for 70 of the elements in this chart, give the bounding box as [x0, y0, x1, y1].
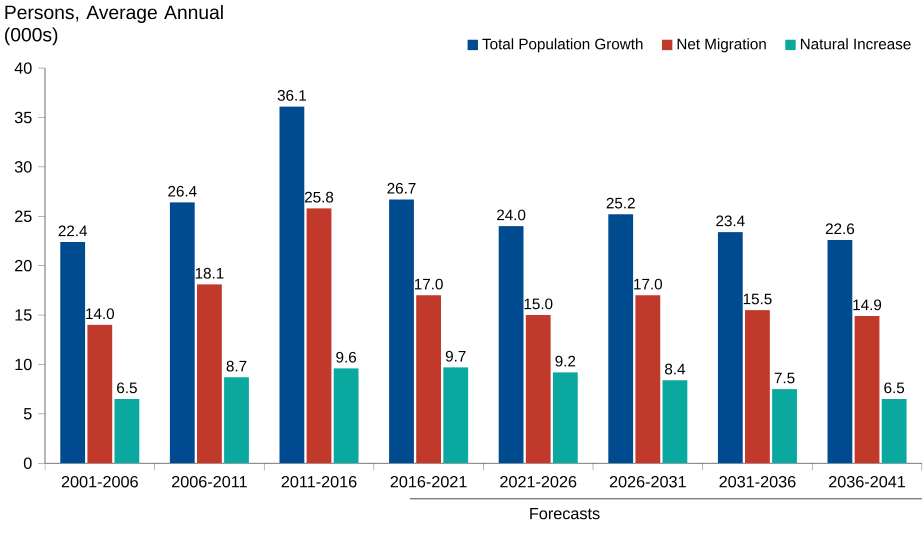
x-tick-label: 2021-2026 — [500, 476, 576, 488]
bar — [87, 324, 112, 464]
x-tick-label: 2031-2036 — [719, 476, 796, 488]
bar — [662, 380, 688, 464]
bar — [498, 226, 524, 464]
x-tick-label: 2036-2041 — [829, 476, 906, 488]
data-label: 25.2 — [606, 198, 635, 208]
data-label: 25.8 — [304, 192, 334, 203]
data-label: 9.7 — [446, 350, 466, 362]
bar — [772, 389, 797, 464]
text: Forecasts — [530, 508, 600, 520]
data-label: 9.2 — [555, 356, 576, 367]
data-label: 17.0 — [634, 278, 662, 290]
bar — [334, 368, 359, 464]
y-tick-label: 10 — [15, 358, 32, 370]
bar — [635, 295, 660, 464]
data-label: 14.0 — [86, 308, 114, 320]
y-tick-label: 40 — [14, 62, 32, 74]
bar — [279, 106, 304, 464]
bar — [306, 208, 332, 464]
data-label: 6.5 — [884, 382, 904, 394]
bar — [389, 199, 414, 464]
bar — [170, 202, 195, 464]
x-tick-label: 2006-2011 — [172, 476, 247, 488]
data-label: 18.1 — [196, 268, 224, 279]
data-label: 8.7 — [226, 360, 246, 372]
data-label: 6.5 — [117, 382, 137, 394]
y-tick-label: 20 — [15, 260, 32, 272]
bar — [854, 316, 880, 464]
bar — [608, 214, 634, 464]
data-label: 17.0 — [414, 278, 443, 290]
x-tick-label: 2011-2016 — [282, 476, 356, 488]
data-label: 26.7 — [387, 182, 416, 194]
data-label: 22.4 — [58, 225, 88, 236]
data-label: 24.0 — [497, 210, 526, 220]
x-tick-label: 2016-2021 — [390, 476, 467, 488]
data-label: 14.9 — [853, 299, 882, 310]
y-tick-label: 35 — [14, 112, 32, 124]
y-axis-title: Persons, Average Annual (000s) — [5, 4, 223, 46]
bar — [526, 315, 551, 464]
bar — [552, 372, 578, 464]
data-label: 15.5 — [744, 294, 772, 304]
bar — [224, 377, 249, 464]
legend-label: Natural Increase — [800, 38, 911, 50]
bar — [443, 367, 468, 464]
bar — [882, 398, 907, 464]
bar — [197, 284, 222, 464]
y-tick-label: 5 — [24, 408, 32, 420]
y-tick-label: 15 — [15, 309, 32, 321]
bar — [60, 242, 86, 464]
legend-label: Net Migration — [678, 38, 766, 52]
data-label: 22.6 — [826, 223, 854, 234]
bar — [718, 232, 743, 464]
bar — [416, 295, 442, 464]
y-tick-label: 25 — [15, 210, 32, 222]
legend-label: Total Population Growth — [482, 38, 642, 52]
y-tick-label: 0 — [24, 457, 32, 469]
data-label: 9.6 — [336, 352, 356, 363]
x-tick-label: 2026-2031 — [610, 476, 686, 488]
data-label: 26.4 — [168, 186, 197, 197]
data-label: 23.4 — [716, 215, 745, 226]
y-tick-label: 30 — [14, 161, 32, 173]
bar — [828, 240, 852, 464]
data-label: 15.0 — [524, 298, 552, 310]
bar — [745, 310, 770, 464]
data-label: 8.4 — [665, 364, 686, 374]
bar — [114, 398, 140, 464]
data-label: 36.1 — [278, 90, 306, 101]
data-label: 7.5 — [774, 372, 794, 384]
x-tick-label: 2001-2006 — [62, 476, 138, 488]
